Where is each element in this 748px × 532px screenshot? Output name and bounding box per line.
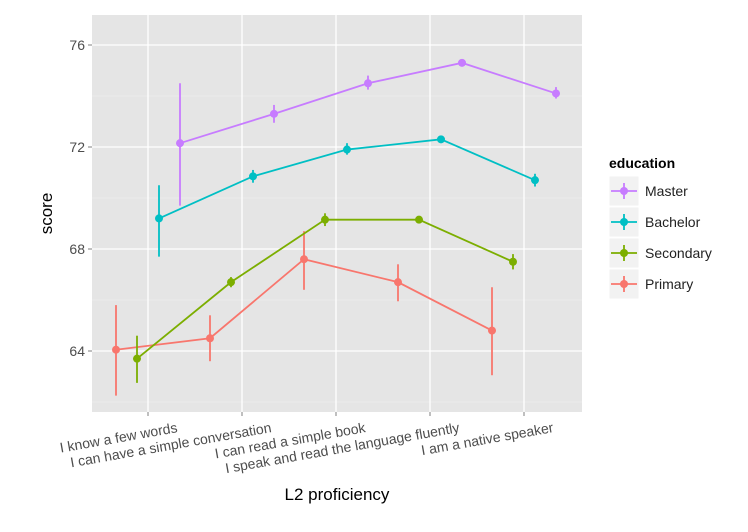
data-point: [249, 172, 257, 181]
data-point: [300, 255, 308, 264]
legend-label: Secondary: [645, 245, 712, 261]
data-point: [321, 215, 329, 224]
legend-key-point: [620, 249, 628, 257]
data-point: [509, 257, 517, 266]
data-point: [531, 176, 539, 185]
legend-key-point: [620, 218, 628, 226]
data-point: [437, 135, 445, 144]
legend-label: Primary: [645, 276, 693, 292]
legend-key-point: [620, 187, 628, 195]
data-point: [112, 345, 120, 354]
legend-key-point: [620, 280, 628, 288]
y-axis-label: score: [37, 193, 56, 235]
y-tick-label: 64: [69, 343, 85, 359]
y-tick-label: 76: [69, 37, 85, 53]
data-point: [364, 79, 372, 88]
data-point: [415, 215, 423, 224]
data-point: [343, 145, 351, 154]
data-point: [206, 334, 214, 343]
series-master: [176, 58, 560, 206]
y-tick-label: 68: [69, 241, 85, 257]
data-point: [458, 58, 466, 67]
data-point: [176, 139, 184, 148]
data-point: [394, 278, 402, 287]
series-primary: [112, 231, 496, 396]
legend-title: education: [609, 155, 675, 171]
series-bachelor: [155, 135, 539, 257]
legend-label: Master: [645, 183, 688, 199]
data-point: [227, 278, 235, 287]
data-point: [552, 89, 560, 98]
data-point: [155, 214, 163, 223]
data-point: [270, 109, 278, 118]
legend-label: Bachelor: [645, 214, 701, 230]
series-secondary: [133, 213, 517, 383]
data-point: [488, 326, 496, 335]
plot-panel: [92, 15, 582, 412]
x-axis-label: L2 proficiency: [285, 485, 390, 504]
data-point: [133, 354, 141, 363]
y-tick-label: 72: [69, 139, 85, 155]
